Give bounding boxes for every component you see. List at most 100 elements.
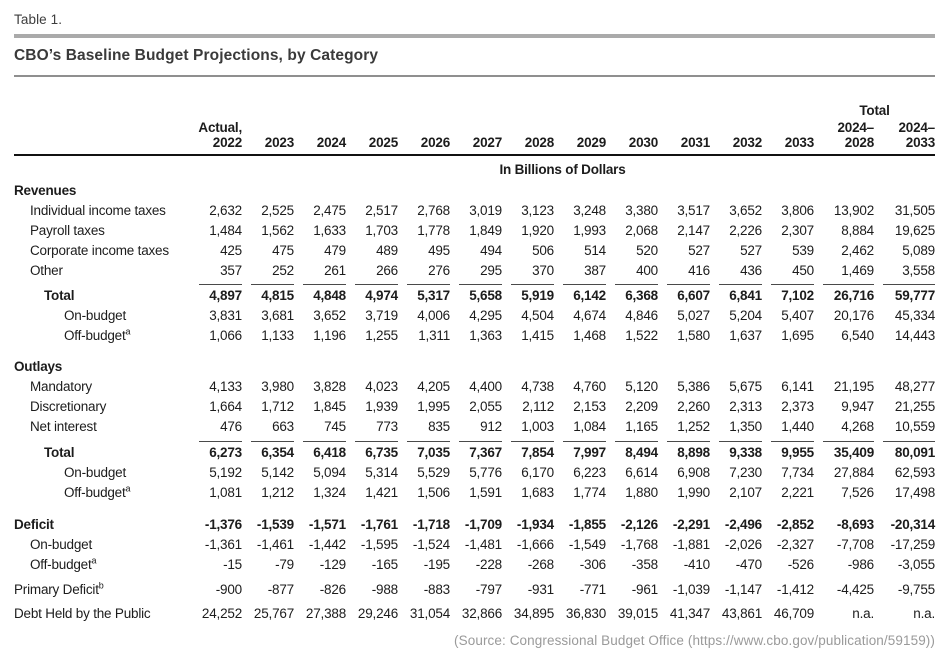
value: 494 <box>480 242 502 258</box>
value-cell: 261 <box>294 260 346 280</box>
value-cell: 1,255 <box>346 326 398 346</box>
value: 6,908 <box>677 464 710 480</box>
value: 2,475 <box>313 202 346 218</box>
value: -931 <box>527 581 554 597</box>
value: -797 <box>475 581 502 597</box>
value: -1,481 <box>464 536 502 552</box>
value: 5,089 <box>902 242 935 258</box>
value-cell: 425 <box>190 240 242 260</box>
value: 1,849 <box>469 222 502 238</box>
value: -961 <box>631 581 658 597</box>
value-cell: 41,347 <box>658 603 710 623</box>
value: 41,347 <box>669 605 710 621</box>
value-cell: -9,755 <box>874 579 935 599</box>
value: 19,625 <box>894 222 935 238</box>
value-cell: 7,854 <box>502 437 554 463</box>
value: 4,205 <box>417 379 450 395</box>
table-row: Mandatory 4,133 3,980 3,828 4,023 4,205 4,400 4… <box>14 377 935 397</box>
value: 4,674 <box>573 308 606 324</box>
value: 24,252 <box>201 605 242 621</box>
value: 1,506 <box>417 484 450 500</box>
value: 4,848 <box>303 284 346 303</box>
value: 1,712 <box>261 399 294 415</box>
value-cell: -961 <box>606 579 658 599</box>
value-cell: -20,314 <box>874 514 936 534</box>
row-label: Off-budgeta <box>64 483 131 500</box>
value: 5,192 <box>209 464 242 480</box>
value-cell: -1,039 <box>658 579 710 599</box>
value: 2,068 <box>625 222 658 238</box>
value-cell: 27,388 <box>294 603 346 623</box>
value-cell: -8,693 <box>814 514 874 534</box>
value-cell: 43,861 <box>710 603 762 623</box>
value-cell: 4,974 <box>346 280 398 306</box>
value: -228 <box>475 556 502 572</box>
value: 6,223 <box>573 464 606 480</box>
value: 46,709 <box>773 605 814 621</box>
value: 3,828 <box>313 379 346 395</box>
value: 835 <box>428 419 450 435</box>
value-cell: 13,902 <box>814 200 874 220</box>
value: -988 <box>371 581 398 597</box>
value-cell: -1,524 <box>398 534 450 554</box>
row-label: Deficit <box>14 516 54 532</box>
value-cell: 5,919 <box>502 280 554 306</box>
value: 2,147 <box>677 222 710 238</box>
value-cell: 7,997 <box>554 437 606 463</box>
value-cell: 6,142 <box>554 280 606 306</box>
value-cell: 2,632 <box>190 200 242 220</box>
value-cell: 6,418 <box>294 437 346 463</box>
value-cell: 1,468 <box>554 326 606 346</box>
value-cell: 7,367 <box>450 437 502 463</box>
value-cell: 1,324 <box>294 482 346 502</box>
value-cell: -883 <box>398 579 450 599</box>
value-cell: 400 <box>606 260 658 280</box>
value-cell: 5,407 <box>762 306 814 326</box>
value-cell: 5,027 <box>658 306 710 326</box>
value: 520 <box>636 242 658 258</box>
value-cell: 7,102 <box>762 280 814 306</box>
value-cell: 1,133 <box>242 326 294 346</box>
value-cell: 416 <box>658 260 710 280</box>
table-row: Total 4,897 4,815 4,848 4,974 5,317 5,658 5,919… <box>14 280 935 306</box>
value-cell: 1,522 <box>606 326 658 346</box>
value-cell: 1,066 <box>190 326 242 346</box>
value: -1,361 <box>204 536 242 552</box>
value: 3,652 <box>313 308 346 324</box>
value: 9,338 <box>719 440 762 460</box>
value-cell: 3,652 <box>294 306 346 326</box>
value-cell: 1,562 <box>242 220 294 240</box>
table-row: Debt Held by the Public 24,252 25,767 27,38… <box>14 603 935 623</box>
value: 39,015 <box>617 605 658 621</box>
value: 295 <box>480 262 502 278</box>
value-cell: 1,703 <box>346 220 398 240</box>
value: 2,313 <box>729 399 762 415</box>
value: 45,334 <box>894 308 935 324</box>
value-cell: 912 <box>450 417 502 437</box>
value-cell: 5,529 <box>398 462 450 482</box>
value-cell: 295 <box>450 260 502 280</box>
value-cell: 1,637 <box>710 326 762 346</box>
table-row: Net interest 476 663 745 773 835 912 1,003 1,084… <box>14 417 935 437</box>
value-cell: -165 <box>346 554 398 574</box>
value: -195 <box>423 556 450 572</box>
value: 416 <box>688 262 710 278</box>
value-cell: 2,260 <box>658 397 710 417</box>
value-cell: 5,317 <box>398 280 450 306</box>
value: -2,327 <box>776 536 814 552</box>
value-cell: 527 <box>658 240 710 260</box>
value-cell: 31,505 <box>874 200 935 220</box>
column-header: 2026 <box>398 119 450 157</box>
value-cell: -1,361 <box>190 534 242 554</box>
value: 5,142 <box>261 464 294 480</box>
value: 1,324 <box>313 484 346 500</box>
value: 27,388 <box>305 605 346 621</box>
value-cell: 2,055 <box>450 397 502 417</box>
value: 479 <box>324 242 346 258</box>
value-cell: -358 <box>606 554 658 574</box>
value: 2,209 <box>625 399 658 415</box>
value-cell: 32,866 <box>450 603 502 623</box>
value: -470 <box>735 556 762 572</box>
value-cell: 1,081 <box>190 482 242 502</box>
value-cell: 6,141 <box>762 377 814 397</box>
